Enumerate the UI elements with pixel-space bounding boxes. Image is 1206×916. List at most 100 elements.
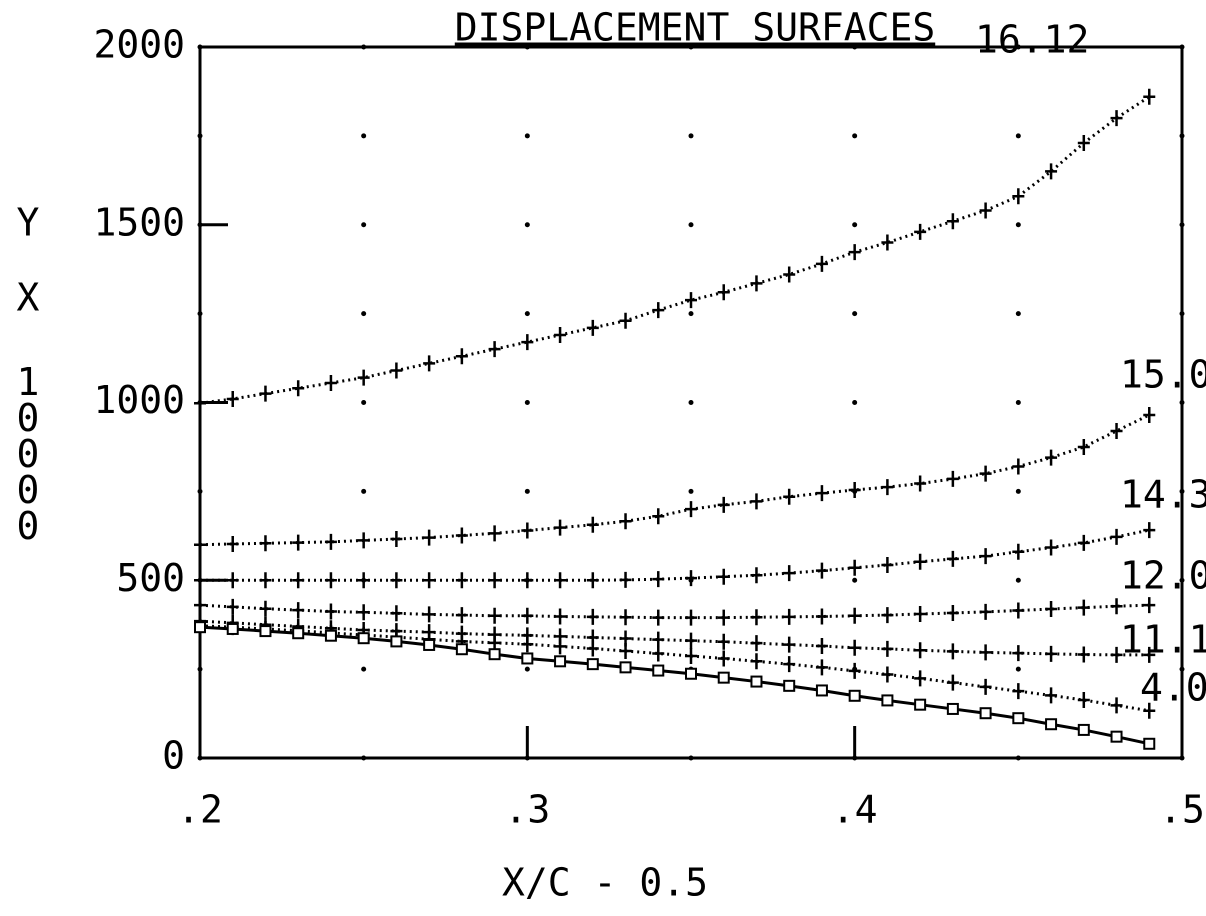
marker [1077,692,1090,709]
marker [750,635,763,652]
x-tick-label: .4 [832,788,878,832]
marker [194,536,206,553]
marker [685,632,697,649]
marker [1110,730,1123,743]
marker [521,572,534,589]
grid-dot [688,755,694,761]
marker [1110,646,1123,663]
marker [652,609,665,626]
marker [455,607,468,624]
grid-dot [1179,666,1185,672]
grid-dot [524,222,530,228]
marker [717,671,730,684]
marker [946,550,959,567]
grid-dot [1015,311,1021,317]
grid-dot [197,133,203,139]
marker [783,608,796,625]
grid-dot [1015,44,1021,50]
grid-dot [1015,755,1021,761]
marker [619,609,632,626]
marker [914,642,927,659]
marker [324,533,337,550]
marker [946,643,959,660]
marker [521,334,534,351]
marker [324,603,337,620]
grid-dot [688,44,694,50]
grid-dot [1179,133,1185,139]
marker [979,707,992,720]
marker [848,689,861,702]
grid-dot [524,666,530,672]
x-tick-label: .3 [504,788,550,832]
marker [259,625,272,638]
marker [946,213,959,230]
marker [619,571,632,588]
marker [1077,723,1090,736]
marker [1143,406,1156,423]
grid-dot [1015,577,1021,583]
marker [488,572,501,589]
marker [226,535,239,552]
marker [521,652,534,665]
marker [423,638,436,651]
marker [1110,422,1123,439]
marker [455,572,468,589]
marker [619,661,632,674]
grid-dot [361,755,367,761]
marker [1012,712,1025,725]
marker [390,531,403,548]
marker [357,632,370,645]
marker [1143,737,1156,750]
y-axis-title: Y [17,201,40,245]
marker [717,633,730,650]
marker [848,559,861,576]
marker [423,572,436,589]
marker [881,607,894,624]
curve-label: 4.02 [1140,666,1206,710]
marker [554,326,567,343]
grid-dot [197,755,203,761]
marker [357,572,370,589]
marker [881,234,894,251]
marker [586,608,599,625]
grid-dot [197,311,203,317]
marker [226,390,239,407]
marker [619,642,632,659]
grid-dot [1179,488,1185,494]
marker [586,640,599,657]
grid-dot [197,488,203,494]
marker [1012,602,1025,619]
marker [783,565,796,582]
marker [1012,543,1025,560]
marker [750,675,763,688]
grid-dot [1179,577,1185,583]
curve-label: 16.12 [975,18,1089,62]
marker [783,488,796,505]
marker [423,606,436,623]
curve-label: 14.31 [1120,473,1206,517]
marker [390,635,403,648]
marker [1045,645,1058,662]
marker [979,465,992,482]
marker [881,556,894,573]
marker [1045,601,1058,618]
grid-dot [852,311,858,317]
grid-dot [1179,222,1185,228]
grid-dot [197,222,203,228]
grid-dot [1015,488,1021,494]
marker [1110,697,1123,714]
marker [554,519,567,536]
marker [259,385,272,402]
grid-dot [361,222,367,228]
marker [292,380,305,397]
marker [946,702,959,715]
marker [292,602,305,619]
marker [914,606,927,623]
x-tick-label: .5 [1159,788,1205,832]
marker [848,639,861,656]
grid-dot [688,222,694,228]
marker [652,508,665,525]
marker [815,485,828,502]
y-tick-label: 500 [116,556,185,600]
marker [815,562,828,579]
